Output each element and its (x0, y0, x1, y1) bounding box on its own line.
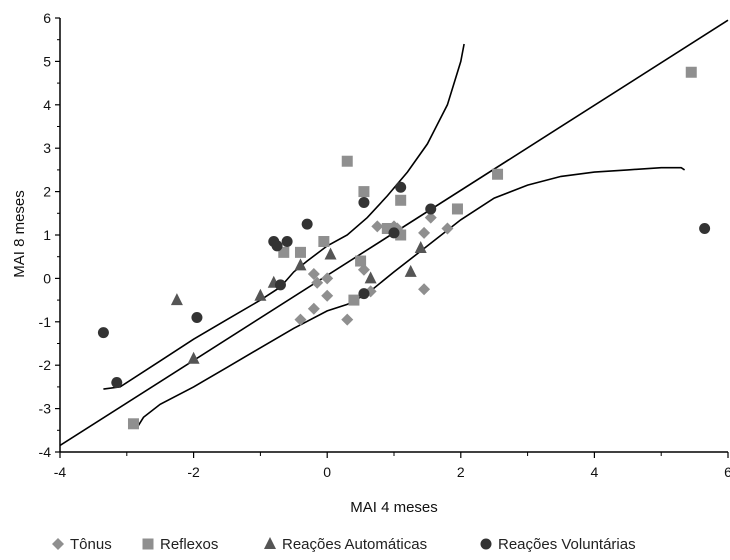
square-point (127, 418, 139, 430)
circle-point (699, 222, 711, 234)
circle-point (358, 288, 370, 300)
diamond-point (294, 313, 307, 326)
square-point (395, 229, 407, 241)
y-tick-label: 1 (43, 227, 51, 243)
diamond-point (307, 302, 320, 315)
ticks: -4 -3 -2 -1 0 1 2 3 4 5 6 -4 -2 0 2 4 6 (39, 10, 730, 480)
square-point (685, 66, 697, 78)
diamond-point (357, 263, 370, 276)
y-tick-label: 4 (43, 97, 51, 113)
x-tick-label: 4 (591, 464, 599, 480)
y-tick-label: 3 (43, 140, 51, 156)
circle-point (358, 196, 370, 208)
diamond-point (371, 220, 384, 233)
x-tick-label: 6 (724, 464, 730, 480)
legend-label: Reações Voluntárias (498, 536, 636, 553)
legend-marker-square (142, 538, 154, 550)
legend-label: Reflexos (160, 536, 218, 553)
legend-marker-diamond (52, 538, 64, 550)
square-point (341, 155, 353, 167)
y-tick-label: 0 (43, 270, 51, 286)
square-point (278, 246, 290, 258)
circle-point (274, 279, 286, 291)
y-tick-label: -1 (39, 314, 52, 330)
diamond-point (311, 276, 324, 289)
square-point (348, 294, 360, 306)
circle-point (111, 377, 123, 389)
diamond-point (418, 226, 431, 239)
diamond-point (307, 268, 320, 281)
y-axis-title: MAI 8 meses (11, 190, 28, 278)
diamond-point (321, 272, 334, 285)
x-tick-label: 0 (323, 464, 331, 480)
circle-point (395, 181, 407, 193)
x-tick-label: 2 (457, 464, 465, 480)
triangle-point (404, 264, 417, 277)
circle-point (191, 311, 203, 323)
plot-points (97, 66, 711, 430)
circle-point (97, 327, 109, 339)
square-point (318, 236, 330, 248)
legend-label: Reações Automáticas (282, 536, 427, 553)
triangle-point (170, 293, 183, 306)
diamond-point (321, 289, 334, 302)
circle-point (271, 240, 283, 252)
x-tick-label: -4 (54, 464, 67, 480)
legend: Tônus Reflexos Reações Automáticas Reações … (52, 536, 636, 553)
square-point (294, 246, 306, 258)
triangle-point (414, 241, 427, 254)
upper-band-line (103, 43, 465, 390)
x-axis-title: MAI 4 meses (350, 499, 438, 516)
diamond-point (418, 283, 431, 296)
x-tick-label: -2 (187, 464, 200, 480)
square-point (492, 168, 504, 180)
square-point (358, 186, 370, 198)
y-tick-label: -4 (39, 444, 52, 460)
lower-band-line (136, 166, 686, 429)
diamond-point (441, 222, 454, 235)
square-point (451, 203, 463, 215)
y-tick-label: 2 (43, 184, 51, 200)
y-tick-label: 6 (43, 10, 51, 26)
y-tick-label: -3 (39, 401, 52, 417)
triangle-point (187, 351, 200, 364)
legend-marker-triangle (264, 537, 276, 549)
y-tick-label: -2 (39, 357, 52, 373)
legend-marker-circle (480, 538, 492, 550)
y-tick-label: 5 (43, 53, 51, 69)
square-point (381, 222, 393, 234)
diamond-point (341, 313, 354, 326)
triangle-point (294, 258, 307, 271)
triangle-point (324, 247, 337, 260)
square-point (395, 194, 407, 206)
circle-point (301, 218, 313, 230)
diamond-point (424, 211, 437, 224)
circle-point (281, 236, 293, 248)
legend-label: Tônus (70, 536, 112, 553)
triangle-point (254, 288, 267, 301)
square-point (355, 255, 367, 267)
circle-point (388, 227, 400, 239)
circle-point (425, 203, 437, 215)
triangle-point (364, 271, 377, 284)
